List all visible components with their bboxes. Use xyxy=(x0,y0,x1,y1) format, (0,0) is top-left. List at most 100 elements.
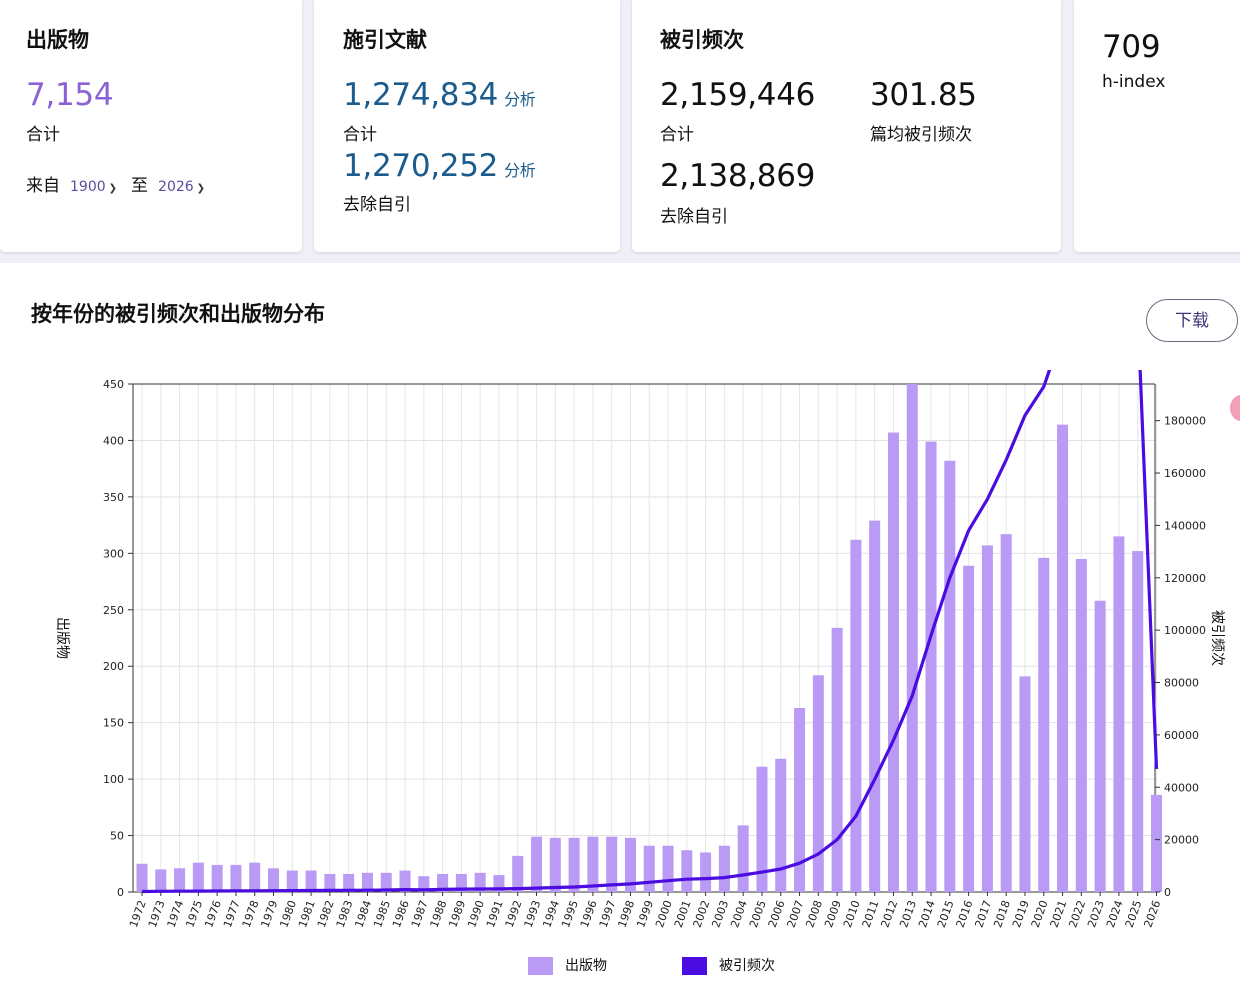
bar-1983 xyxy=(343,873,355,892)
bar-2024 xyxy=(1113,536,1125,892)
bar-2020 xyxy=(1038,557,1050,892)
bar-2022 xyxy=(1075,558,1087,892)
citing-excl-analyze-link[interactable]: 分析 xyxy=(504,161,536,180)
left-tick-label: 200 xyxy=(103,660,124,673)
left-tick-label: 0 xyxy=(117,886,124,899)
legend-label-publications: 出版物 xyxy=(565,958,607,974)
cited-average: 301.85 xyxy=(870,77,977,113)
bar-1996 xyxy=(587,836,599,892)
bar-1980 xyxy=(286,870,298,892)
from-label: 来自 xyxy=(26,176,60,196)
legend-label-citations: 被引频次 xyxy=(719,958,775,974)
right-tick-label: 40000 xyxy=(1164,781,1199,794)
bar-1976 xyxy=(211,864,223,892)
bar-2009 xyxy=(831,627,843,892)
bar-2003 xyxy=(718,845,730,892)
left-tick-label: 350 xyxy=(103,491,124,504)
bar-2017 xyxy=(981,545,993,892)
bar-1973 xyxy=(155,869,167,892)
right-tick-label: 160000 xyxy=(1164,467,1206,480)
citing-total-link[interactable]: 1,274,834 xyxy=(343,77,499,113)
citing-title: 施引文献 xyxy=(343,28,427,52)
bar-1979 xyxy=(268,868,280,892)
bar-2015 xyxy=(944,460,956,892)
to-year-select[interactable]: 2026 ❯ xyxy=(158,179,206,195)
cited-title: 被引频次 xyxy=(660,28,744,52)
citing-excl-label: 去除自引 xyxy=(343,195,411,215)
citing-excl-link[interactable]: 1,270,252 xyxy=(343,148,499,184)
citing-card: 施引文献 1,274,834 分析 合计 1,270,252 分析 去除自引 xyxy=(314,0,620,252)
hindex-label: h-index xyxy=(1102,72,1166,92)
hindex-value: 709 xyxy=(1102,29,1161,65)
left-tick-label: 250 xyxy=(103,604,124,617)
bar-2018 xyxy=(1000,534,1012,892)
bar-2016 xyxy=(963,565,975,892)
left-tick-label: 300 xyxy=(103,547,124,560)
legend-item-publications[interactable]: 出版物 xyxy=(528,955,607,975)
bar-1981 xyxy=(305,870,317,892)
cited-excl: 2,138,869 xyxy=(660,158,816,194)
left-tick-label: 100 xyxy=(103,773,124,786)
bar-2006 xyxy=(775,758,787,892)
left-axis-title: 出版物 xyxy=(54,617,70,659)
bar-2023 xyxy=(1094,600,1106,892)
bar-1987 xyxy=(418,876,430,892)
bar-1999 xyxy=(643,845,655,892)
bar-1998 xyxy=(624,837,636,892)
chevron-down-icon: ❯ xyxy=(108,183,118,194)
bar-1986 xyxy=(399,870,411,892)
bar-2008 xyxy=(812,675,824,892)
legend-swatch-bar xyxy=(528,957,553,975)
bar-1988 xyxy=(437,873,449,892)
publications-total-label: 合计 xyxy=(26,125,60,145)
left-tick-label: 450 xyxy=(103,378,124,391)
bar-2012 xyxy=(887,432,899,892)
bar-2014 xyxy=(925,441,937,892)
feedback-badge[interactable] xyxy=(1230,395,1240,421)
right-tick-label: 0 xyxy=(1164,886,1171,899)
cited-card: 被引频次 2,159,446 合计 301.85 篇均被引频次 2,138,86… xyxy=(632,0,1061,252)
bar-1977 xyxy=(230,864,242,892)
bar-2026 xyxy=(1150,794,1162,892)
bar-2001 xyxy=(681,850,693,892)
bar-1994 xyxy=(549,837,561,892)
bar-1995 xyxy=(568,837,580,892)
bar-1989 xyxy=(455,873,467,892)
right-tick-label: 60000 xyxy=(1164,729,1199,742)
bar-2011 xyxy=(869,520,881,892)
citation-publication-chart: 0 50 100 150 200 250 300 350 400 450 0 20000 40000 60… xyxy=(54,370,1225,929)
bar-1997 xyxy=(606,836,618,892)
download-button[interactable]: 下载 xyxy=(1146,299,1238,342)
bar-2021 xyxy=(1057,424,1069,892)
citing-excl: 1,270,252 分析 xyxy=(343,148,536,184)
chevron-down-icon: ❯ xyxy=(196,183,206,194)
publications-title: 出版物 xyxy=(26,28,89,52)
bar-1974 xyxy=(174,868,186,892)
right-tick-label: 100000 xyxy=(1164,624,1206,637)
right-tick-label: 80000 xyxy=(1164,677,1199,690)
bar-2010 xyxy=(850,539,862,892)
from-year-select[interactable]: 1900 ❯ xyxy=(70,179,118,195)
right-tick-label: 180000 xyxy=(1164,415,1206,428)
publications-total: 7,154 xyxy=(26,77,114,113)
bar-1992 xyxy=(512,855,524,892)
left-tick-label: 150 xyxy=(103,717,124,730)
bar-1972 xyxy=(136,863,148,892)
bar-1985 xyxy=(380,872,392,892)
bar-1978 xyxy=(249,862,261,892)
citing-analyze-link[interactable]: 分析 xyxy=(504,90,536,109)
cited-total: 2,159,446 xyxy=(660,77,816,113)
bar-1990 xyxy=(474,872,486,892)
right-tick-label: 140000 xyxy=(1164,519,1206,532)
bar-1991 xyxy=(493,875,505,892)
bar-2013 xyxy=(906,384,918,892)
bar-1993 xyxy=(531,836,543,892)
cited-average-label: 篇均被引频次 xyxy=(870,125,972,145)
cited-total-label: 合计 xyxy=(660,125,694,145)
legend-item-citations[interactable]: 被引频次 xyxy=(682,955,775,975)
cited-excl-label: 去除自引 xyxy=(660,207,728,227)
right-axis-title: 被引频次 xyxy=(1209,610,1225,666)
hindex-card: 709 h-index xyxy=(1074,0,1240,252)
right-tick-label: 20000 xyxy=(1164,834,1199,847)
bar-2000 xyxy=(662,845,674,892)
